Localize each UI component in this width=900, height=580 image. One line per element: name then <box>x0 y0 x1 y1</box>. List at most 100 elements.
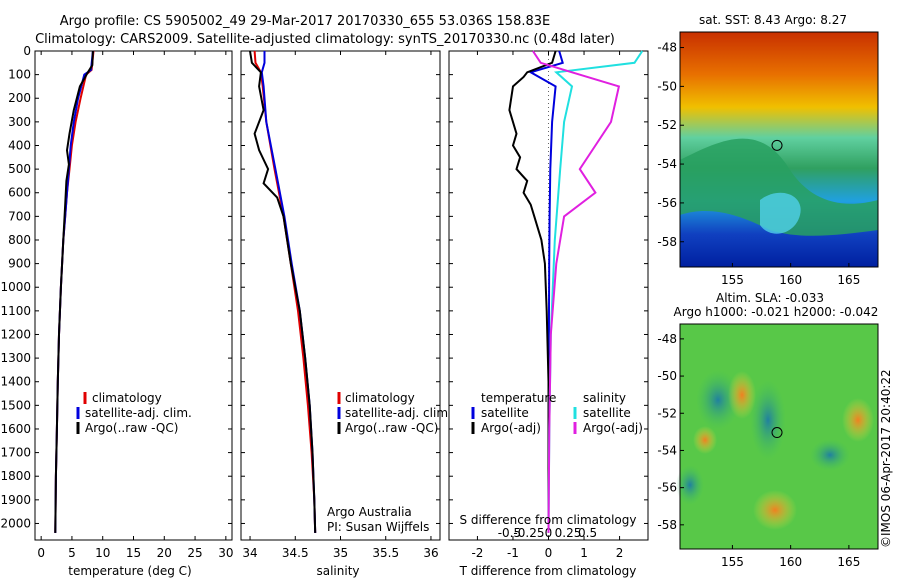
temperature-axis-ticks: 0 5 10 15 20 25 30 <box>37 51 233 560</box>
lat-tick-label: -48 <box>657 332 677 346</box>
depth-tick-label: 1300 <box>0 351 31 365</box>
depth-tick-label: 500 <box>8 162 31 176</box>
lon-tick-label: 165 <box>837 555 860 569</box>
temperature-panel: 0100200300400500600700800900100011001200… <box>0 44 233 578</box>
x-tick-label: 0 <box>545 546 553 560</box>
sst-map-panel: sat. SST: 8.43 Argo: 8.27 155 160 165 -48 -5… <box>657 13 879 287</box>
salinity-plot-frame <box>240 50 441 541</box>
sla-high-anomaly <box>693 426 717 454</box>
difference-profile-lines <box>508 50 644 533</box>
depth-tick-label: 600 <box>8 186 31 200</box>
figure-title-line1: Argo profile: CS 5905002_49 29-Mar-2017 … <box>60 14 550 29</box>
depth-tick-label: 900 <box>8 257 31 271</box>
legend-label-sal-satellite: satellite <box>583 406 631 420</box>
legend-label-satellite: satellite-adj. clim. <box>85 406 192 420</box>
x-tick-label: 35 <box>333 546 348 560</box>
sla-high-anomaly <box>728 371 756 419</box>
t-difference-axis-ticks: -2 -1 0 1 2 <box>471 51 623 560</box>
depth-tick-label: 0 <box>23 44 31 58</box>
lon-tick-label: 155 <box>721 273 744 287</box>
lat-tick-label: -48 <box>657 41 677 55</box>
salinity-axis-label: salinity <box>316 564 359 578</box>
salinity-profile-lines <box>249 50 317 533</box>
salinity-panel: 34 34.5 35 35.5 36 salinity climatology sate… <box>240 50 452 578</box>
sla-low-anomaly <box>696 370 740 430</box>
lat-tick-label: -52 <box>657 406 677 420</box>
lat-tick-label: -58 <box>657 235 677 249</box>
salinity-legend: climatology satellite-adj. clim. Argo(..… <box>337 391 452 435</box>
sla-map-frame <box>679 323 879 550</box>
sla-map-title-line2: Argo h1000: -0.021 h2000: -0.042 <box>674 305 879 319</box>
x-tick-label: 36 <box>423 546 438 560</box>
lon-tick-label: 155 <box>721 555 744 569</box>
profile-line-argo-raw-qc- <box>249 50 317 533</box>
x-tick-label: 30 <box>218 546 233 560</box>
depth-tick-label: 1900 <box>0 493 31 507</box>
sla-low-anomaly <box>810 439 850 471</box>
profile-line-salinity-argo-adj- <box>532 50 621 533</box>
s-difference-tick-label: -0.5 <box>498 526 521 540</box>
sla-high-anomaly <box>842 398 874 442</box>
profile-line-argo-raw-qc- <box>54 50 94 533</box>
x-tick-label: 15 <box>126 546 141 560</box>
legend-label-climatology: climatology <box>345 391 415 405</box>
depth-tick-label: 2000 <box>0 516 31 530</box>
x-tick-label: 10 <box>95 546 110 560</box>
depth-tick-label: 1800 <box>0 469 31 483</box>
depth-tick-label: 700 <box>8 209 31 223</box>
x-tick-label: -2 <box>471 546 483 560</box>
t-difference-label: T difference from climatology <box>459 564 637 578</box>
s-difference-tick-label: -0.25 <box>513 526 544 540</box>
depth-tick-label: 1700 <box>0 446 31 460</box>
s-difference-axis-ticks: -0.5-0.25 0 0.250.5 <box>498 526 597 540</box>
x-tick-label: 25 <box>187 546 202 560</box>
depth-tick-label: 200 <box>8 91 31 105</box>
depth-tick-label: 1100 <box>0 304 31 318</box>
sla-map-title-line1: Altim. SLA: -0.033 <box>716 291 824 305</box>
legend-label-temp-satellite: satellite <box>481 406 529 420</box>
lat-tick-label: -50 <box>657 369 677 383</box>
sla-map-ticks: 155 160 165 -48 -50 -52 -54 -56 -58 <box>657 332 860 569</box>
sla-low-anomaly <box>750 380 786 460</box>
x-tick-label: 0 <box>37 546 45 560</box>
lon-tick-label: 160 <box>779 273 802 287</box>
sst-green-tongue <box>680 138 878 236</box>
pi-note: PI: Susan Wijffels <box>327 520 429 534</box>
difference-legend: temperature satellite Argo(-adj) salinit… <box>471 391 643 435</box>
s-difference-label: S difference from climatology <box>460 513 637 527</box>
depth-tick-label: 100 <box>8 68 31 82</box>
figure-title-line2: Climatology: CARS2009. Satellite-adjuste… <box>35 32 615 47</box>
temperature-axis-label: temperature (deg C) <box>68 564 191 578</box>
x-tick-label: 20 <box>157 546 172 560</box>
x-tick-label: 2 <box>616 546 624 560</box>
temperature-legend: climatology satellite-adj. clim. Argo(..… <box>76 391 192 435</box>
depth-tick-label: 300 <box>8 115 31 129</box>
float-position-marker <box>771 427 783 439</box>
depth-tick-label: 1400 <box>0 375 31 389</box>
lat-tick-label: -56 <box>657 196 677 210</box>
depth-tick-label: 1500 <box>0 398 31 412</box>
legend-label-temp-argo: Argo(-adj) <box>481 421 541 435</box>
x-tick-label: 35.5 <box>372 546 399 560</box>
legend-label-argo: Argo(..raw -QC) <box>85 421 178 435</box>
s-difference-tick-label: 0 <box>545 526 553 540</box>
legend-label-climatology: climatology <box>92 391 162 405</box>
sst-map-title: sat. SST: 8.43 Argo: 8.27 <box>699 13 847 27</box>
temperature-plot-frame <box>34 50 233 541</box>
salinity-axis-ticks: 34 34.5 35 35.5 36 <box>242 51 439 560</box>
x-tick-label: 1 <box>580 546 588 560</box>
lon-tick-label: 165 <box>837 273 860 287</box>
sla-low-anomaly <box>676 465 704 505</box>
legend-label-satellite: satellite-adj. clim. <box>345 406 452 420</box>
depth-tick-label: 800 <box>8 233 31 247</box>
profile-line-temperature-argo-adj- <box>508 50 557 533</box>
lat-tick-label: -54 <box>657 157 677 171</box>
lat-tick-label: -50 <box>657 79 677 93</box>
depth-axis-ticks: 0 100 200 300 400 500 600 700 800 900 1000 1100 1200… <box>0 44 39 530</box>
legend-label-sal-argo: Argo(-adj) <box>583 421 643 435</box>
sla-map-panel: Altim. SLA: -0.033 Argo h1000: -0.021 h2… <box>657 291 879 569</box>
s-difference-tick-label: 0.5 <box>578 526 597 540</box>
lat-tick-label: -58 <box>657 518 677 532</box>
sst-map-ticks: 155 160 165 -48 -50 -52 -54 -56 -58 <box>657 41 860 287</box>
